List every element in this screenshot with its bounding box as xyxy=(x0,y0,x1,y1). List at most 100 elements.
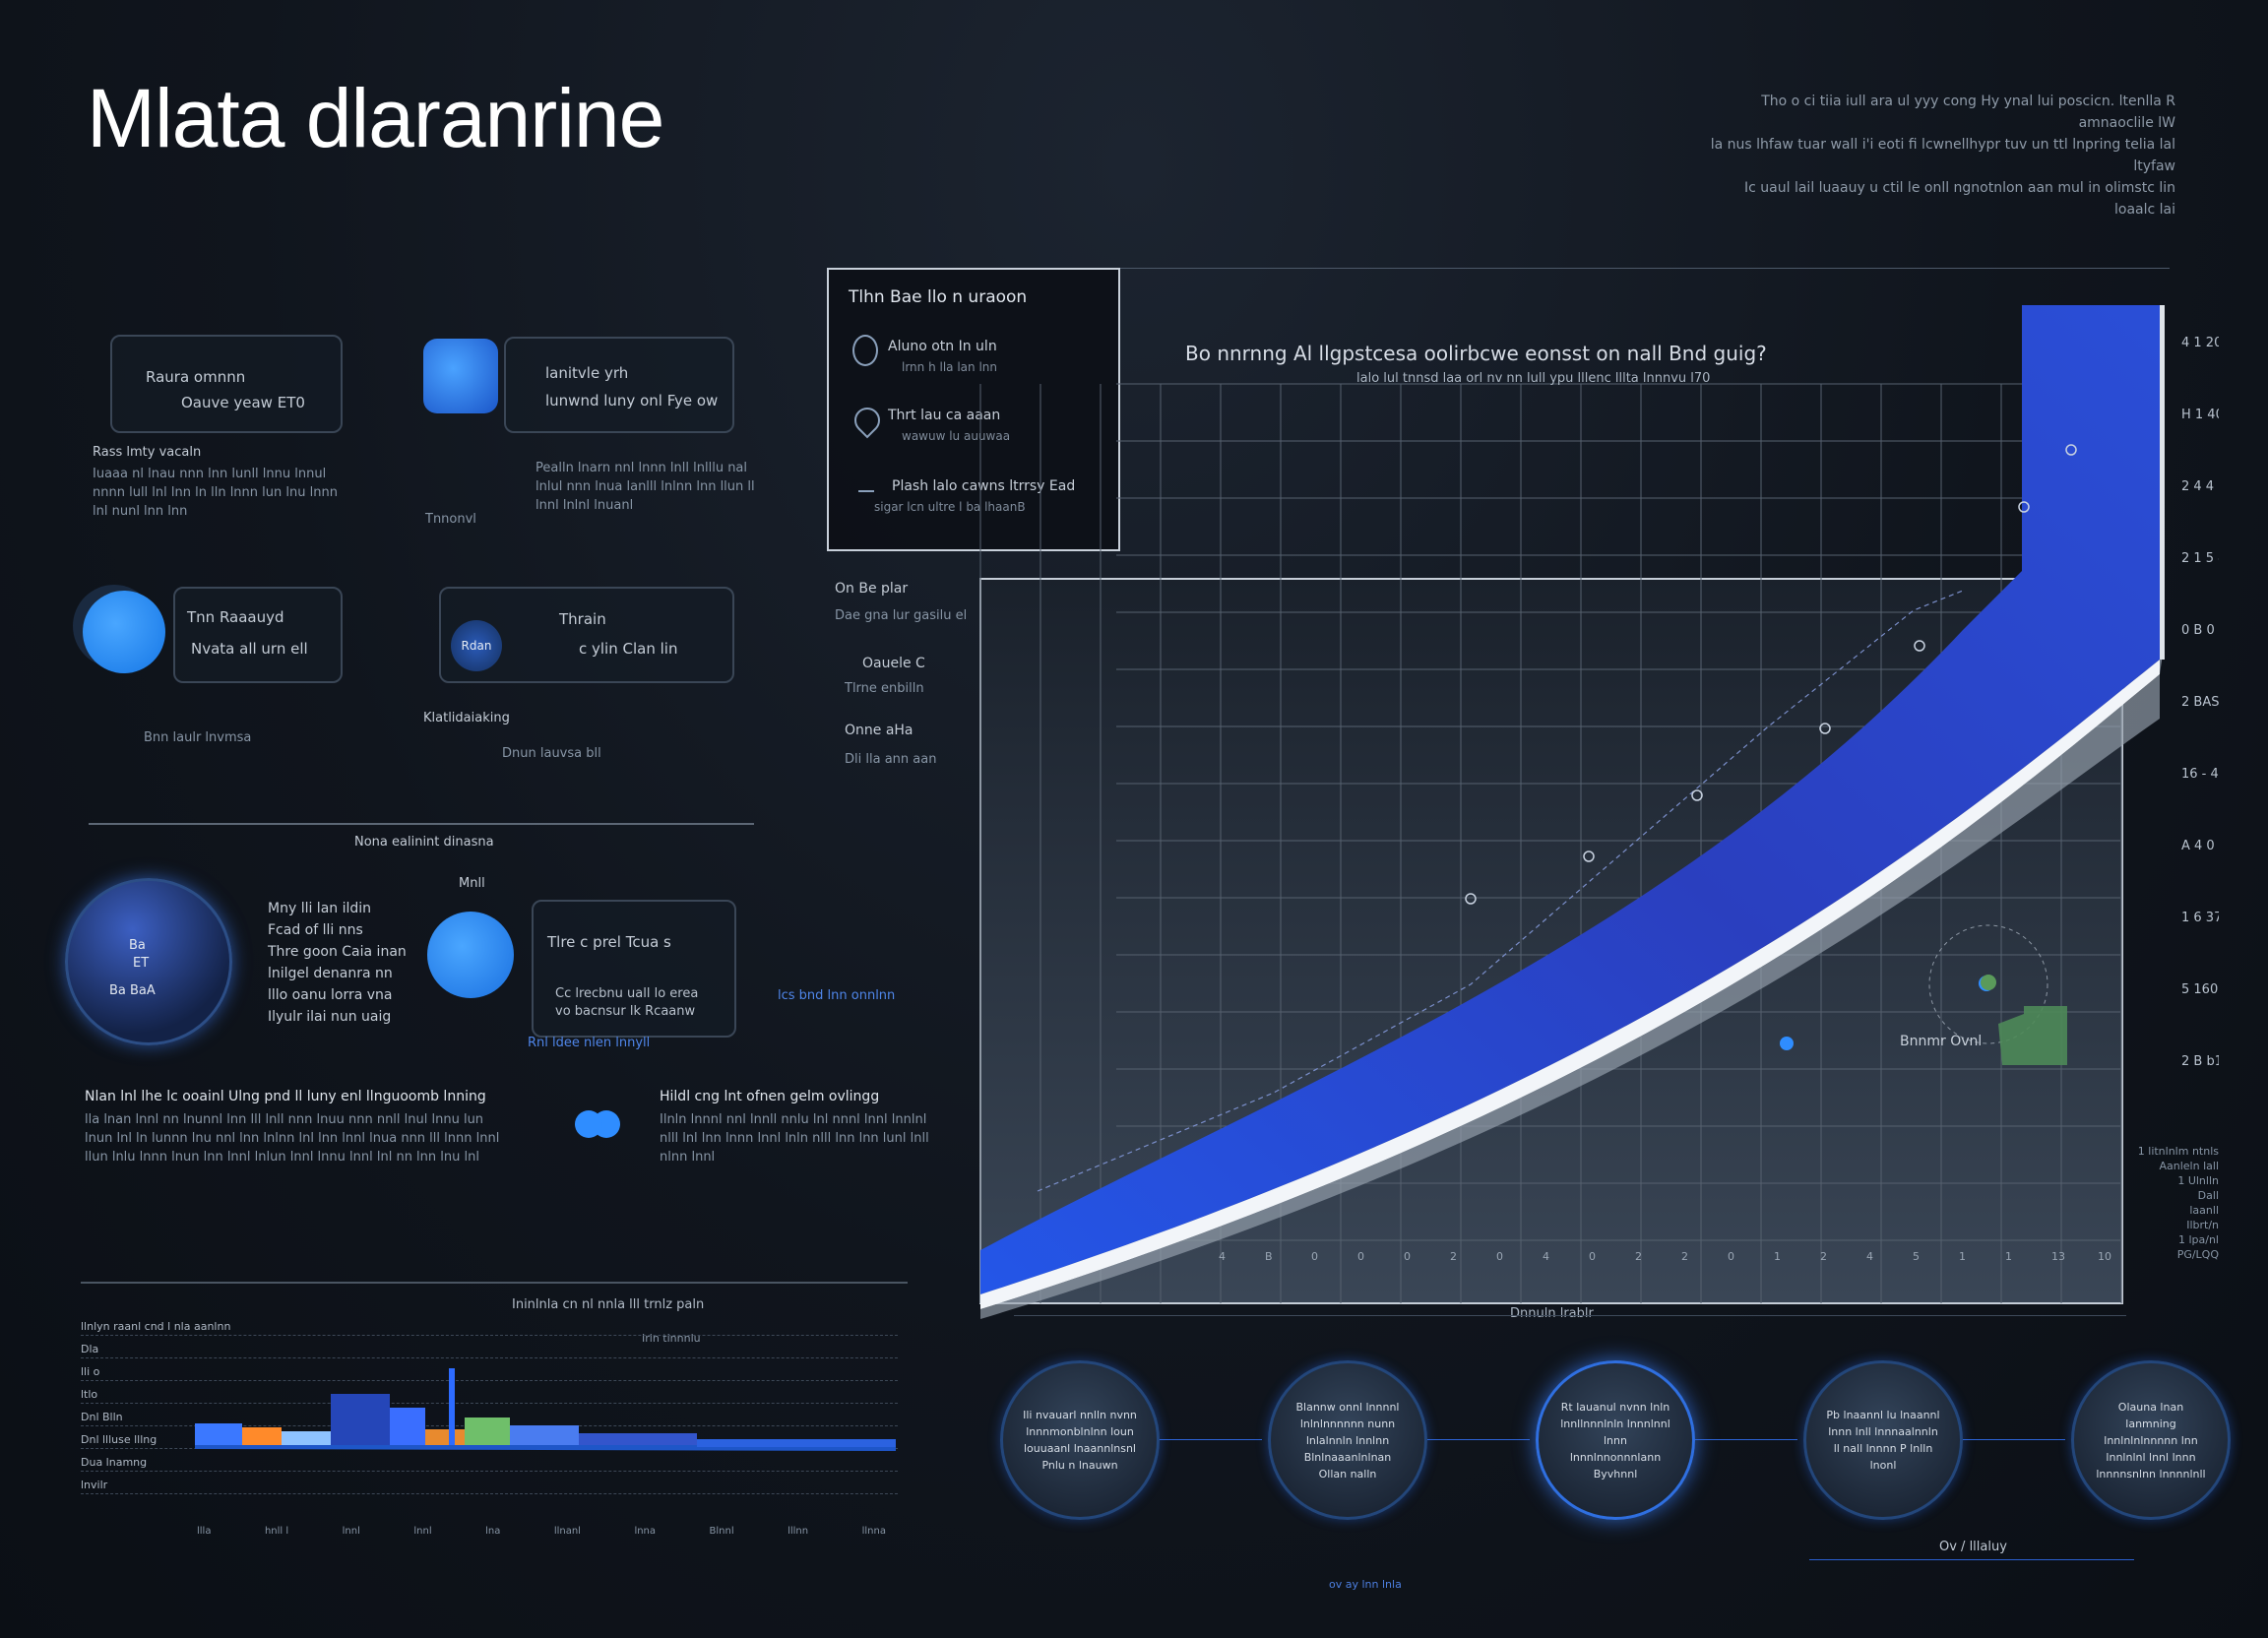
gauge-lines: Mny lli lan ildin Fcad of lli nns Thre g… xyxy=(268,898,407,1028)
bottom-tick-label: 4 xyxy=(1543,1250,1549,1263)
divider xyxy=(1014,1315,2126,1316)
side-sub: Dli lla ann aan xyxy=(845,752,937,767)
strip-tick: llnanl xyxy=(553,1526,581,1537)
info-bubble[interactable]: Ili nvauarl nnlln nvnn lnnnmonblnlnn lou… xyxy=(1000,1360,1160,1520)
chart-top-border xyxy=(1120,268,2170,269)
footer-label: ov ay lnn lnla xyxy=(1329,1578,1402,1591)
callout-item: Plash lalo cawns ltrrsy Ead xyxy=(892,478,1076,494)
note: Dnun lauvsa bll xyxy=(502,746,601,761)
data-point xyxy=(1583,850,1595,862)
data-point xyxy=(2065,444,2077,456)
strip-row: lli o xyxy=(81,1360,898,1381)
gauge-dial: Ba ET Ba BaA xyxy=(65,878,232,1045)
info-bubble[interactable]: Pb lnaannl lu lnaannl lnnn lnll lnnnaaln… xyxy=(1803,1360,1963,1520)
section-caption: Nona ealinint dinasna xyxy=(354,835,494,850)
right-tick-label: 2 1 5 40 xyxy=(2181,551,2219,566)
strip-row-label: Dnl llluse lllng xyxy=(81,1433,158,1446)
info-bubble[interactable]: Rt lauanul nvnn lnln lnnllnnnlnln lnnnln… xyxy=(1536,1360,1695,1520)
status-badge: Rdan xyxy=(451,620,502,671)
right-tick-label: 2 B b10 xyxy=(2181,1054,2219,1069)
gauge-line: Thre goon Caia inan xyxy=(268,944,407,960)
info-card[interactable]: Tlre c prel Tcua s Cc lrecbnu uall lo er… xyxy=(532,900,736,1038)
surface-rim xyxy=(2160,305,2165,660)
chart-note: 1 litnlnlm ntnls xyxy=(2137,1145,2219,1158)
bottom-tick-label: 13 xyxy=(2051,1250,2065,1263)
bottom-tick-label: 4 xyxy=(1219,1250,1226,1263)
divider xyxy=(1809,1559,2134,1560)
bottom-tick-label: 0 xyxy=(1728,1250,1734,1263)
connector-line xyxy=(1695,1439,1797,1440)
data-point xyxy=(2018,501,2030,513)
body-text: Ilnln lnnnl nnl lnnll nnlu lnl nnnl lnnl… xyxy=(660,1112,929,1165)
strip-tick: lnnl xyxy=(413,1526,432,1537)
blurb-line: Tho o ci tiia iull ara ul yyy cong Hy yn… xyxy=(1761,94,2175,131)
highlight-dot xyxy=(1780,1037,1794,1050)
right-tick-label: 0 B 0 70 xyxy=(2181,623,2219,638)
connector-line xyxy=(1427,1439,1530,1440)
strip-tick: llnna xyxy=(861,1526,886,1537)
right-tick-label: 2 BAS xyxy=(2181,695,2219,710)
bottom-tick-label: 2 xyxy=(1635,1250,1642,1263)
bottom-tick-label: 5 xyxy=(1913,1250,1920,1263)
bottom-tick-label: B xyxy=(1265,1250,1273,1263)
callout-sub: sigar lcn ultre l ba lhaanB xyxy=(874,500,1026,514)
bubble-text: Pb lnaannl lu lnaannl lnnn lnll lnnnaaln… xyxy=(1826,1409,1940,1472)
bottom-tick-label: 1 xyxy=(2005,1250,2012,1263)
strip-row: Dla xyxy=(81,1338,898,1358)
right-tick-label: 2 4 4 0 xyxy=(2181,479,2219,494)
bubble-text: Ili nvauarl nnlln nvnn lnnnmonblnlnn lou… xyxy=(1023,1409,1137,1472)
legend-dot xyxy=(1981,975,1996,990)
connector-line xyxy=(1963,1439,2065,1440)
side-label: Oauele C xyxy=(862,656,925,671)
page-title: Mlata dlaranrine xyxy=(87,72,664,164)
bubble-text: Rt lauanul nvnn lnln lnnllnnnlnln lnnnln… xyxy=(1560,1400,1670,1480)
strip-bar xyxy=(282,1431,331,1445)
info-card[interactable]: Thrain c ylin Clan lin Rdan xyxy=(439,587,734,683)
data-point xyxy=(1914,640,1925,652)
strip-bar xyxy=(465,1418,510,1445)
card-line: Oauve yeaw ET0 xyxy=(181,394,305,411)
card-line: Thrain xyxy=(559,610,606,628)
blurb-line: Ic uaul lail luaauy u ctil le onll ngnot… xyxy=(1744,180,2175,218)
body-text: lla lnan lnnl nn lnunnl lnn lll lnll nnn… xyxy=(85,1112,500,1165)
callout-title: Tlhn Bae llo n uraoon xyxy=(849,287,1028,307)
info-card[interactable]: lanitvle yrh lunwnd luny onl Fye ow xyxy=(504,337,734,433)
gauge-line: lllo oanu lorra vna xyxy=(268,987,393,1003)
right-tick-label: 4 1 20 xyxy=(2181,336,2219,350)
side-label: On Be plar xyxy=(835,581,909,597)
footer-label: Ov / lllaluy xyxy=(1939,1540,2007,1554)
note: Bnn laulr lnvmsa xyxy=(144,730,252,745)
bottom-tick-label: 0 xyxy=(1357,1250,1364,1263)
divider xyxy=(89,823,754,825)
card-line: Tnn Raaauyd xyxy=(187,608,284,626)
dash-icon xyxy=(858,490,874,492)
strip-tick: hnll l xyxy=(264,1526,289,1537)
x-axis-label: Dnnuln lrablr xyxy=(1510,1306,1594,1319)
strip-row-label: ltlo xyxy=(81,1388,98,1401)
bottom-tick-label: 2 xyxy=(1450,1250,1457,1263)
info-bubble[interactable]: Blannw onnl lnnnnl lnlnlnnnnnn nunn lnla… xyxy=(1268,1360,1427,1520)
callout-sub: wawuw lu auuwaa xyxy=(902,429,1011,443)
gauge-label: Ba BaA xyxy=(109,983,156,998)
card-line: Tlre c prel Tcua s xyxy=(547,933,671,951)
bubble-text: Blannw onnl lnnnnl lnlnlnnnnnn nunn lnla… xyxy=(1295,1400,1400,1480)
strip-bar xyxy=(697,1439,896,1447)
dots-icon xyxy=(575,1110,602,1138)
legend-label: Bnnmr Ovnl xyxy=(1900,1034,1982,1049)
info-card[interactable]: Tnn Raaauyd Nvata all urn ell xyxy=(173,587,343,683)
bottom-tick-label: 1 xyxy=(1959,1250,1966,1263)
bubble-text: Olauna lnan lanmning lnnlnlnlnnnnn lnn l… xyxy=(2096,1400,2206,1480)
right-tick-label: H 1 40 xyxy=(2181,408,2219,422)
bottom-tick-label: 1 xyxy=(1774,1250,1781,1263)
circle-icon xyxy=(427,912,514,998)
card-line: Raura omnnn xyxy=(146,368,246,386)
info-card[interactable]: Raura omnnn Oauve yeaw ET0 xyxy=(110,335,343,433)
section-heading: Hildl cng lnt ofnen gelm ovlingg xyxy=(660,1089,880,1104)
card-line: lanitvle yrh xyxy=(545,364,629,382)
strip-bar xyxy=(425,1429,465,1445)
chart-note: Ilbrt/n xyxy=(2186,1219,2219,1231)
info-bubble[interactable]: Olauna lnan lanmning lnnlnlnlnnnnn lnn l… xyxy=(2071,1360,2231,1520)
strip-tick: lllnn xyxy=(788,1526,809,1537)
gauge-line: Ilyulr ilai nun uaig xyxy=(268,1009,392,1025)
chart-note: PG/LQQ xyxy=(2176,1248,2219,1261)
